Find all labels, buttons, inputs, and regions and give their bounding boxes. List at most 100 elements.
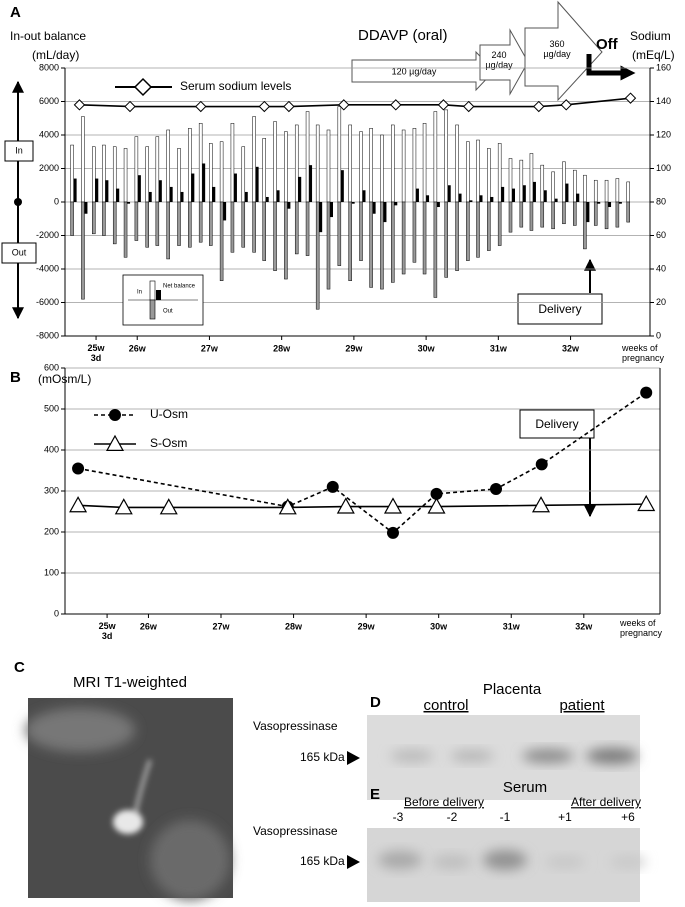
bar	[81, 116, 85, 203]
bar	[529, 201, 534, 231]
bar	[265, 196, 269, 202]
bar	[508, 158, 513, 203]
bar	[95, 178, 99, 202]
point	[73, 99, 86, 111]
dose-label: 360 µg/day	[543, 39, 571, 59]
point	[640, 386, 653, 399]
bar	[102, 144, 106, 203]
out-box	[1, 242, 37, 264]
bar	[497, 143, 502, 203]
bar	[145, 201, 149, 248]
bar	[458, 193, 462, 202]
bar	[562, 201, 566, 225]
x-tick-label: 30w	[418, 343, 436, 353]
bar	[455, 201, 459, 271]
panel-title: Placenta	[483, 681, 542, 698]
panel-label: D	[370, 694, 381, 711]
bar	[337, 106, 342, 203]
bar	[180, 191, 184, 202]
bar	[466, 201, 470, 261]
dose-label: 120 µg/day	[392, 66, 437, 76]
bar	[593, 201, 598, 226]
group-label: control	[423, 697, 468, 714]
point	[258, 100, 271, 113]
bar	[497, 201, 502, 246]
point	[278, 498, 297, 515]
x-tick-label: 26w	[129, 343, 147, 353]
bar	[241, 201, 246, 248]
point	[437, 99, 450, 111]
bar	[487, 148, 491, 203]
y2-tick-label: 80	[656, 196, 666, 206]
bar	[212, 186, 216, 202]
bar	[105, 180, 109, 202]
bar	[252, 116, 256, 203]
bar	[340, 170, 344, 202]
bar	[618, 202, 622, 204]
y-tick-label: -8000	[36, 330, 59, 340]
bar	[469, 200, 473, 202]
bar	[615, 178, 620, 203]
bar	[116, 188, 120, 202]
bar	[262, 138, 266, 203]
panel-label: B	[10, 369, 21, 386]
point	[386, 526, 399, 539]
bar	[134, 136, 139, 203]
bar	[604, 179, 609, 203]
legend-label: Serum sodium levels	[180, 79, 291, 93]
in-out-dot	[14, 198, 22, 206]
bar	[276, 190, 280, 202]
row-label: Vasopressinase	[253, 824, 338, 838]
bar	[436, 202, 440, 208]
bar	[198, 201, 203, 243]
dosing-title: DDAVP (oral)	[358, 27, 447, 44]
legend-marker	[109, 409, 121, 421]
point	[159, 498, 178, 515]
blot-band	[586, 748, 638, 764]
in-label: In	[15, 145, 23, 155]
bar	[255, 166, 259, 202]
bar	[230, 123, 235, 203]
blot-band	[522, 749, 574, 763]
bar	[188, 128, 192, 203]
y2-tick-label: 120	[656, 129, 671, 139]
y2-tick-label: 100	[656, 163, 671, 173]
y-tick-label: 0	[54, 608, 59, 618]
mri-stalk	[133, 759, 152, 816]
bar	[519, 201, 524, 228]
bar	[92, 201, 96, 235]
bar	[166, 201, 170, 260]
bar	[330, 202, 333, 218]
dose-label: 240 µg/day	[485, 50, 513, 70]
bar	[112, 201, 117, 245]
bar	[326, 201, 331, 290]
bar	[169, 186, 173, 202]
dose-arrow	[479, 28, 529, 96]
bar	[127, 202, 131, 204]
bar	[202, 163, 206, 202]
y2-tick-label: 60	[656, 230, 666, 240]
bar	[573, 169, 577, 203]
bar	[315, 124, 320, 203]
y-tick-label: -2000	[36, 230, 59, 240]
bar	[551, 201, 555, 230]
bar	[359, 201, 363, 261]
bar	[177, 148, 181, 203]
legend-marker	[105, 434, 125, 451]
bar	[597, 202, 601, 204]
bar	[501, 186, 505, 202]
bar	[219, 201, 224, 281]
mri-pituitary	[113, 810, 143, 834]
x-tick-label: 32w	[562, 343, 580, 353]
row-label: Vasopressinase	[253, 719, 338, 733]
blot-band	[390, 750, 434, 762]
x-tick-label: 28w	[285, 621, 303, 631]
bar	[273, 201, 277, 271]
bar	[70, 201, 74, 236]
dose-label: Off	[596, 36, 619, 53]
bar	[412, 128, 417, 203]
legend-swatch	[156, 290, 161, 300]
bar	[372, 202, 376, 214]
lane-label: -1	[500, 810, 511, 824]
